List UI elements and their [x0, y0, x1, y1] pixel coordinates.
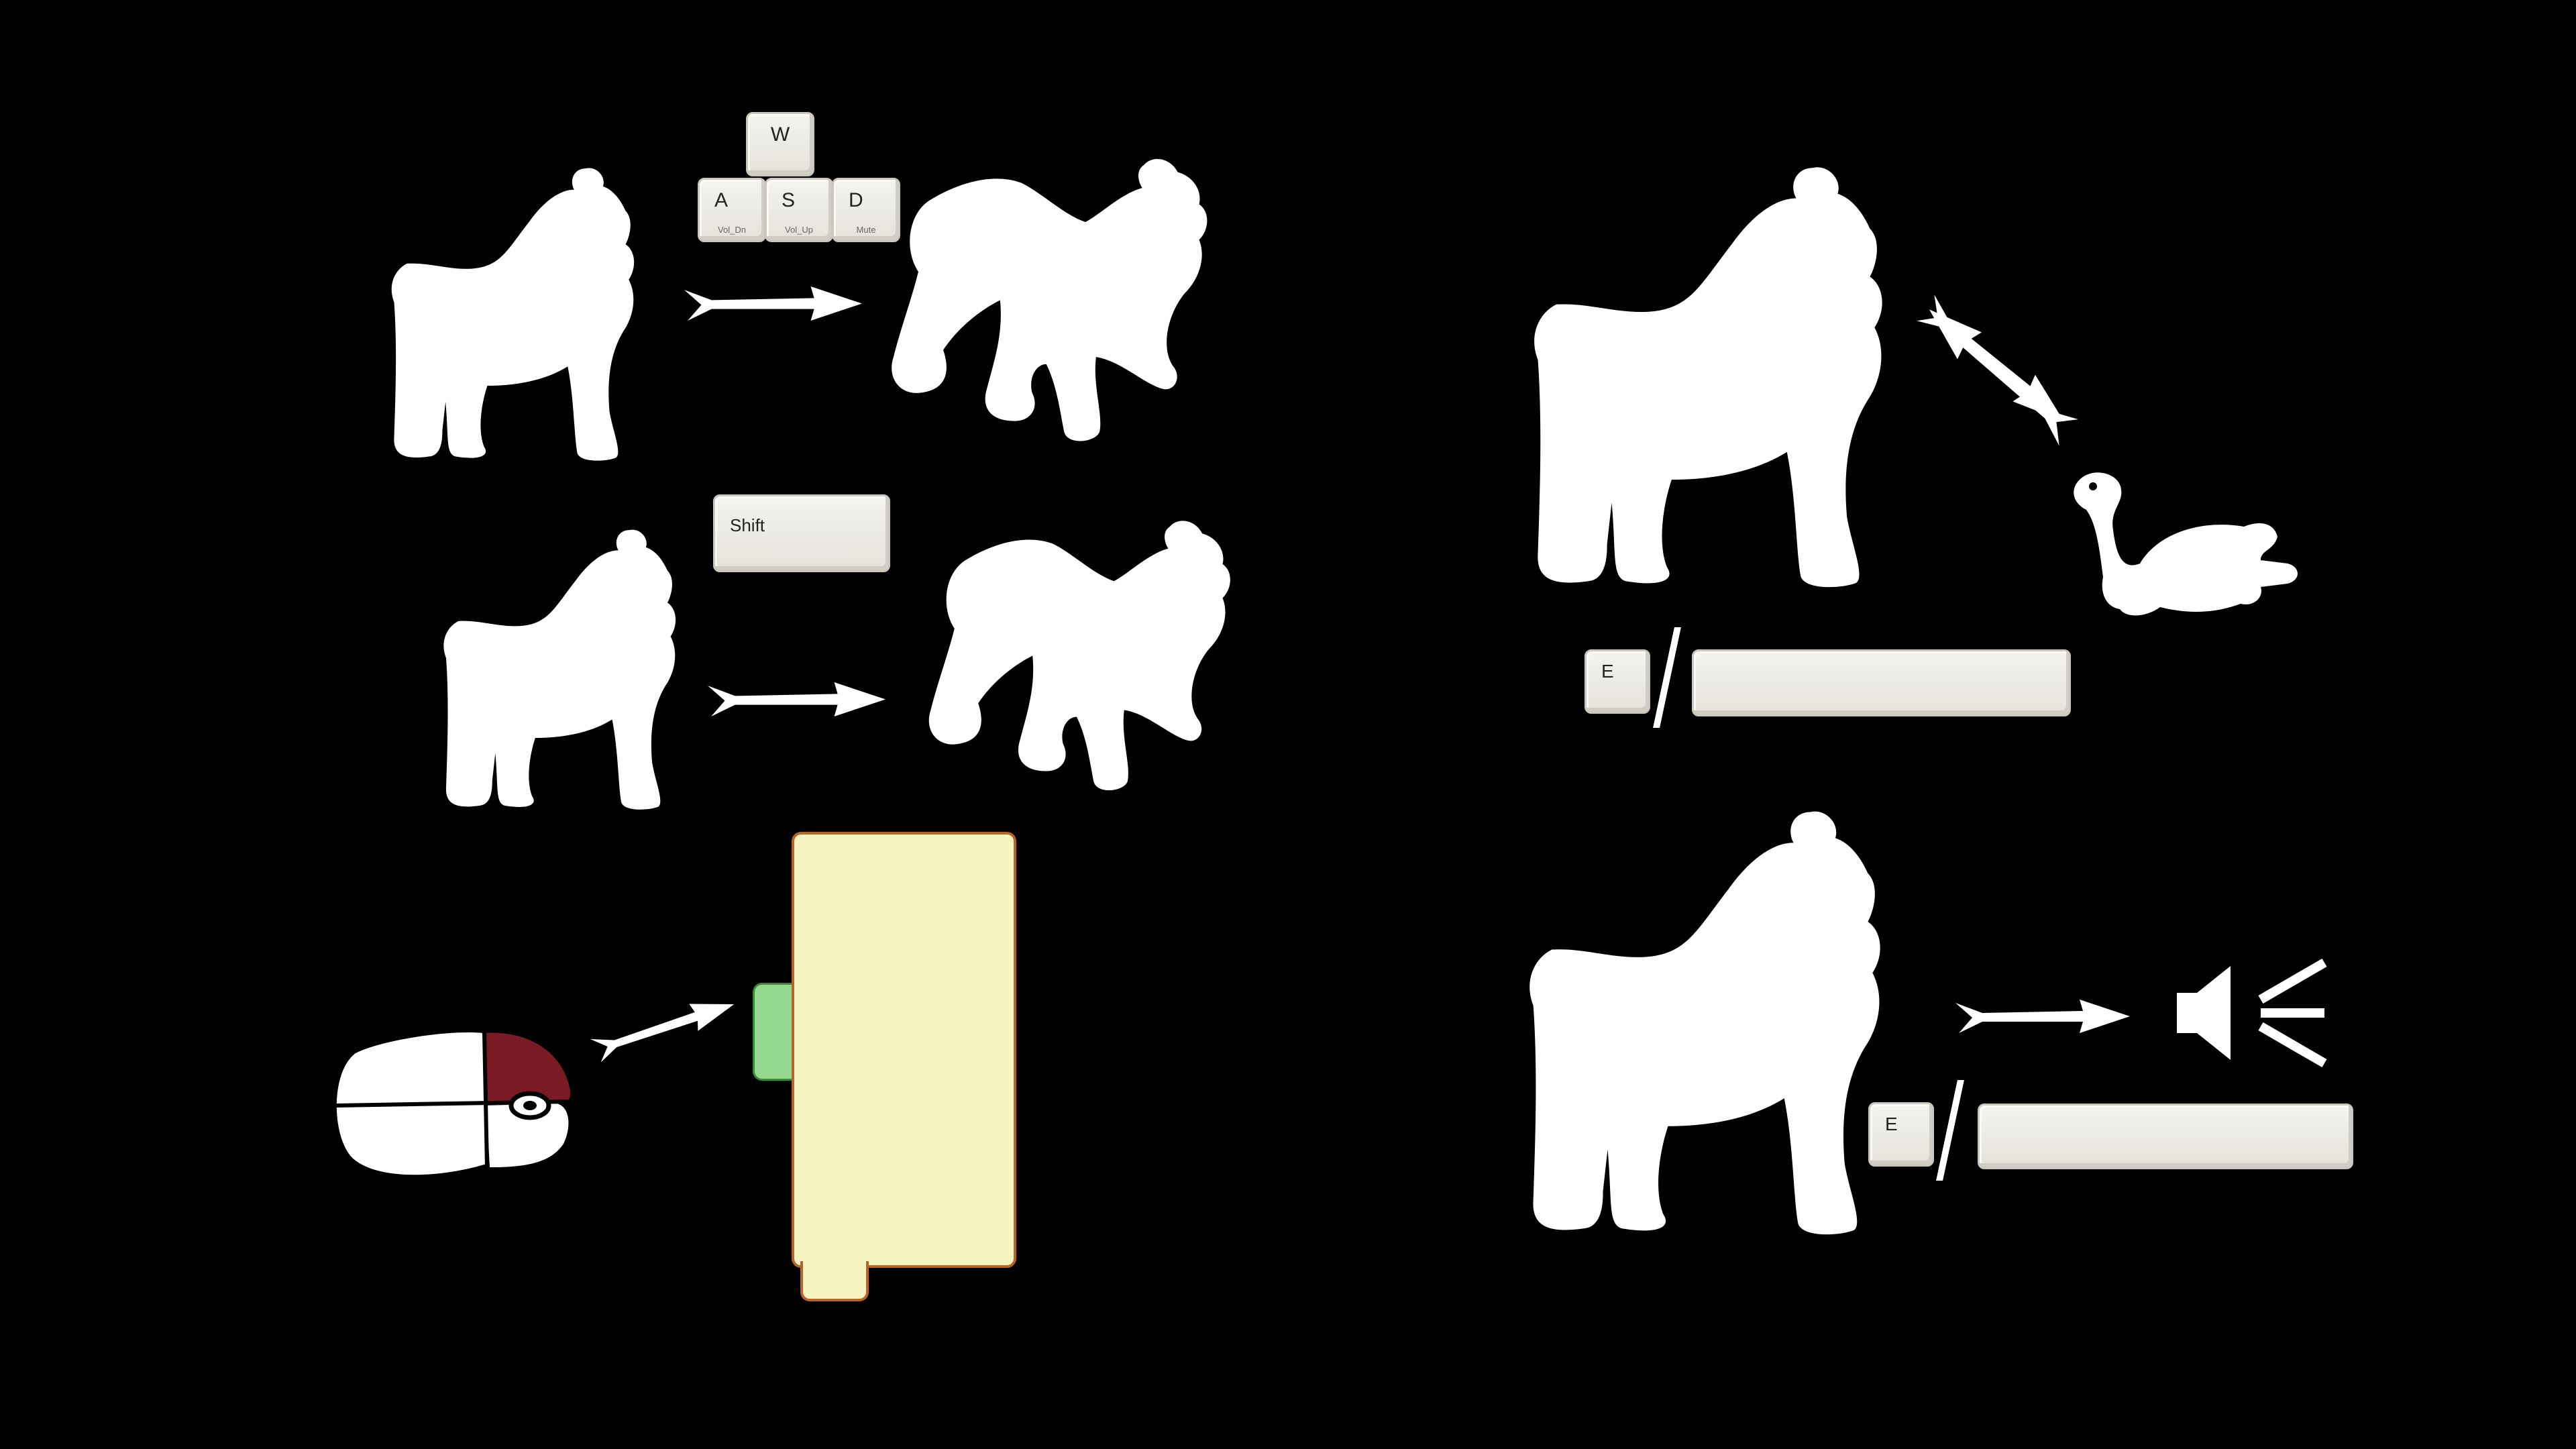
- key-s: S Vol_Up: [765, 178, 833, 242]
- key-a-label: A: [714, 189, 729, 211]
- key-w: W: [746, 112, 814, 176]
- mouse-icon: [335, 1032, 571, 1175]
- arrow-right-icon: [708, 678, 885, 721]
- key-e-attack: E: [1585, 649, 1650, 714]
- key-e-howl-label: E: [1885, 1114, 1898, 1134]
- arrow-up-left-icon: [1914, 292, 2085, 452]
- inventory-panel: [792, 832, 1016, 1268]
- key-space-attack: [1692, 649, 2071, 716]
- key-shift: Shift: [713, 494, 890, 572]
- arrow-right-icon: [1955, 993, 2130, 1040]
- key-s-label: S: [782, 189, 796, 211]
- wolf-silhouette-icon: [409, 517, 704, 812]
- key-s-sublabel: Vol_Up: [785, 225, 813, 235]
- key-e-attack-label: E: [1601, 661, 1614, 682]
- key-d-sublabel: Mute: [856, 225, 876, 235]
- speaker-icon: [2177, 958, 2327, 1068]
- key-separator-slash: [1936, 1080, 1964, 1181]
- arrow-right-icon: [684, 282, 862, 325]
- wolf-silhouette-icon: [896, 513, 1265, 798]
- key-a: A Vol_Dn: [698, 178, 766, 242]
- key-separator-slash: [1653, 627, 1681, 728]
- key-e-howl: E: [1868, 1102, 1934, 1167]
- key-w-label: W: [770, 123, 790, 146]
- wolf-silhouette-icon: [1483, 792, 1919, 1238]
- key-a-sublabel: Vol_Dn: [718, 225, 746, 235]
- wolf-silhouette-icon: [885, 151, 1214, 449]
- arrow-right-icon: [582, 969, 745, 1085]
- key-d: D Mute: [832, 178, 900, 242]
- wolf-silhouette-icon: [1489, 148, 1919, 590]
- inventory-panel-foot: [800, 1261, 869, 1301]
- key-shift-label: Shift: [730, 515, 765, 535]
- key-d-label: D: [849, 189, 863, 211]
- turtle-icon: [2074, 472, 2298, 616]
- key-space-howl: [1978, 1104, 2353, 1169]
- wolf-silhouette-icon: [362, 154, 657, 463]
